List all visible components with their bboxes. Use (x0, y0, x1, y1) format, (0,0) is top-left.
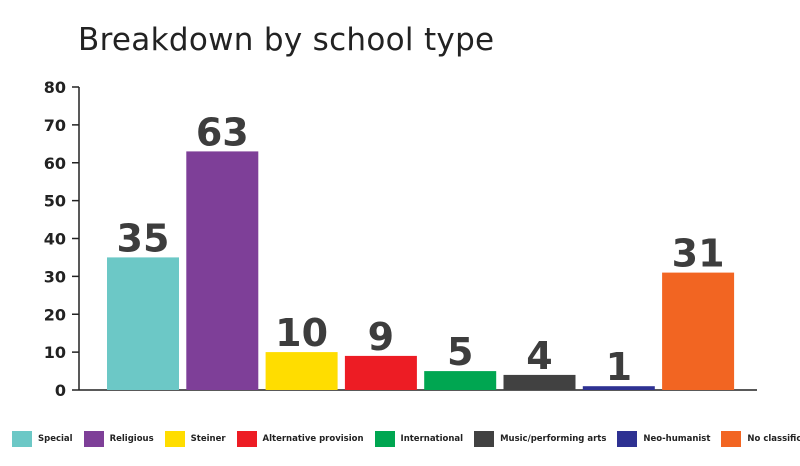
bar (424, 371, 497, 390)
legend-label: Special (38, 434, 73, 444)
bar (582, 386, 655, 390)
legend-label: No classification (747, 434, 800, 444)
y-tick-label: 50 (44, 192, 66, 211)
bar (265, 352, 338, 390)
legend-label: Religious (109, 434, 154, 444)
chart-title: Breakdown by school type (78, 22, 495, 58)
bar-group (107, 151, 735, 390)
legend-swatch (12, 431, 32, 447)
data-label-group: 35 63 10 9 5 4 1 31 (117, 110, 725, 389)
legend-label: Steiner (190, 434, 226, 444)
legend-item: International (374, 431, 464, 447)
y-tick-label: 70 (44, 116, 66, 135)
legend-label: Neo-humanist (643, 434, 711, 444)
bar (503, 374, 576, 390)
legend-swatch (474, 431, 495, 447)
legend-label: Alternative provision (262, 434, 364, 444)
data-label: 63 (196, 110, 249, 154)
data-label: 5 (447, 330, 473, 374)
legend-swatch (617, 431, 638, 447)
legend-swatch (374, 431, 395, 447)
bar (107, 257, 179, 390)
y-axis: 0 10 20 30 40 50 60 70 80 (44, 78, 757, 400)
y-tick-label: 60 (44, 154, 66, 173)
legend-item: Religious (83, 431, 154, 447)
data-label: 10 (275, 311, 328, 355)
data-label: 35 (117, 216, 170, 260)
legend: Special Religious Steiner Alternative provi… (12, 428, 800, 450)
data-label: 9 (368, 315, 394, 359)
legend-item: No classification (721, 431, 800, 447)
bar (344, 355, 417, 390)
legend-item: Neo-humanist (617, 431, 710, 447)
legend-item: Steiner (164, 431, 226, 447)
legend-label: Music/performing arts (500, 434, 607, 444)
data-label: 31 (672, 232, 725, 276)
y-tick-label: 0 (55, 381, 66, 400)
y-tick-label: 10 (44, 343, 66, 362)
legend-label: International (400, 434, 464, 444)
legend-swatch (236, 431, 257, 447)
bar (662, 272, 735, 390)
y-tick-label: 40 (44, 230, 66, 249)
legend-swatch (721, 431, 742, 447)
legend-swatch (83, 431, 104, 447)
data-label: 4 (526, 334, 552, 378)
legend-item: Music/performing arts (474, 431, 606, 447)
y-tick-label: 80 (44, 78, 66, 97)
legend-swatch (164, 431, 185, 447)
y-tick-label: 30 (44, 267, 66, 286)
legend-item: Special (12, 431, 73, 447)
data-label: 1 (606, 345, 632, 389)
legend-item: Alternative provision (236, 431, 364, 447)
y-tick-label: 20 (44, 305, 66, 324)
bar (186, 151, 259, 390)
